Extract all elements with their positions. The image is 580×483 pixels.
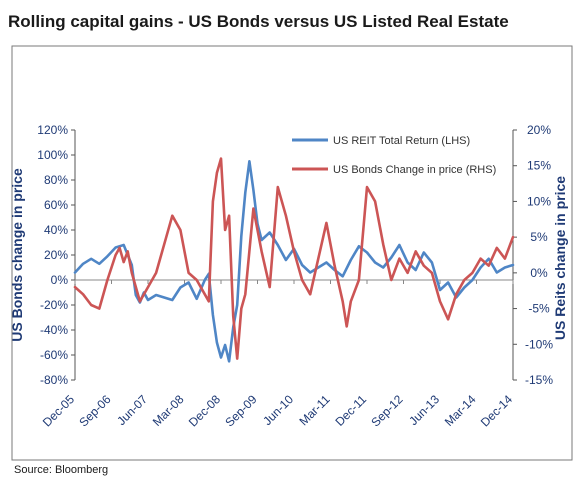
left-tick-label: 120%	[37, 123, 68, 137]
x-tick-label: Mar-11	[296, 392, 332, 428]
series-bonds-line	[73, 157, 515, 360]
x-tick-label: Sep-06	[76, 392, 113, 429]
left-tick-label: -60%	[40, 348, 68, 362]
legend-label-reit: US REIT Total Return (LHS)	[333, 135, 470, 147]
right-tick-label: -5%	[528, 302, 550, 316]
x-tick-label: Jun-07	[114, 392, 150, 428]
right-tick-label: 20%	[527, 123, 551, 137]
x-tick-label: Jun-13	[406, 392, 442, 428]
right-axis-title: US Reits change in price	[552, 176, 568, 340]
chart-title: Rolling capital gains - US Bonds versus …	[8, 12, 509, 31]
x-tick-label: Dec-11	[332, 392, 369, 429]
right-tick-label: 5%	[530, 230, 548, 244]
x-tick-label: Jun-10	[260, 392, 296, 428]
x-tick-label: Mar-14	[442, 392, 479, 429]
left-tick-label: 20%	[44, 248, 68, 262]
right-axis: -15% -10% -5% 0% 5% 10% 15% 20%	[512, 123, 553, 387]
left-tick-label: 60%	[44, 198, 68, 212]
right-tick-label: -15%	[525, 373, 553, 387]
x-tick-label: Sep-12	[368, 392, 405, 429]
x-tick-label: Dec-08	[186, 392, 223, 429]
right-tick-label: 15%	[527, 159, 551, 173]
left-tick-label: 100%	[37, 148, 68, 162]
legend: US REIT Total Return (LHS) US Bonds Chan…	[292, 135, 496, 176]
right-tick-label: 10%	[527, 194, 551, 208]
left-tick-label: -20%	[40, 298, 68, 312]
source-note: Source: Bloomberg	[14, 464, 108, 476]
series-reit-line	[73, 160, 515, 363]
left-axis-title: US Bonds change in price	[9, 168, 25, 342]
series-lines	[73, 157, 515, 363]
right-tick-label: 0%	[530, 266, 548, 280]
chart-frame	[11, 45, 573, 461]
left-tick-label: -40%	[40, 323, 68, 337]
x-tick-label: Dec-05	[40, 392, 77, 429]
right-tick-label: -10%	[525, 337, 553, 351]
left-tick-label: -80%	[40, 373, 68, 387]
left-tick-label: 0%	[51, 273, 69, 287]
x-tick-label: Mar-08	[150, 392, 187, 429]
x-axis: Dec-05 Sep-06 Jun-07 Mar-08 Dec-08 Sep-09 Jun-…	[40, 279, 515, 429]
x-tick-label: Sep-09	[222, 392, 259, 429]
left-tick-label: 40%	[44, 223, 68, 237]
left-axis: -80% -60% -40% -20% 0% 20% 40% 60% 80% 100% 120%	[37, 123, 76, 387]
left-tick-label: 80%	[44, 173, 68, 187]
legend-label-bonds: US Bonds Change in price (RHS)	[333, 164, 496, 176]
x-tick-label: Dec-14	[478, 392, 515, 429]
